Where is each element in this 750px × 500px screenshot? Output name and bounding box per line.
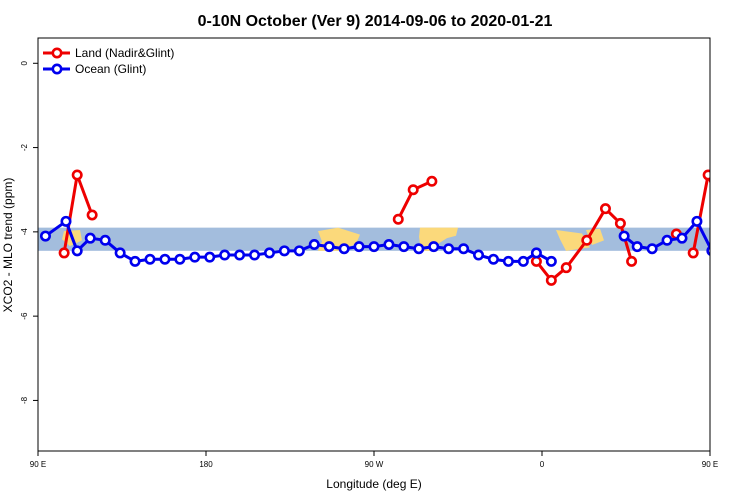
data-point <box>661 234 673 246</box>
x-tick-label: 0 <box>540 460 545 469</box>
data-point <box>39 230 51 242</box>
plot-area <box>38 38 746 451</box>
data-point <box>599 203 611 215</box>
data-point <box>530 247 542 259</box>
data-point <box>204 251 216 263</box>
data-point <box>560 262 572 274</box>
data-point <box>687 247 699 259</box>
y-tick-label: -8 <box>20 396 29 404</box>
data-point <box>293 245 305 257</box>
x-axis: 90 E 180 90 W 0 90 E <box>30 451 718 469</box>
data-point <box>502 255 514 267</box>
data-point <box>676 232 688 244</box>
data-point <box>249 249 261 261</box>
data-point <box>86 209 98 221</box>
data-point <box>144 253 156 265</box>
data-point <box>723 234 731 242</box>
legend-swatch-land-marker <box>51 47 63 59</box>
x-axis-label: Longitude (deg E) <box>326 477 421 491</box>
y-axis-label: XCO2 - MLO trend (ppm) <box>1 178 15 313</box>
data-point <box>308 239 320 251</box>
data-point <box>473 249 485 261</box>
legend-label-ocean: Ocean (Glint) <box>75 62 146 76</box>
data-point <box>189 251 201 263</box>
data-point <box>392 213 404 225</box>
data-point <box>263 247 275 259</box>
data-point <box>58 247 70 259</box>
legend-item-ocean: Ocean (Glint) <box>43 62 146 76</box>
chart-title: 0-10N October (Ver 9) 2014-09-06 to 2020… <box>198 13 553 30</box>
data-point <box>71 169 83 181</box>
data-point <box>159 253 171 265</box>
legend-label-land: Land (Nadir&Glint) <box>75 46 174 60</box>
data-point <box>545 255 557 267</box>
legend: Land (Nadir&Glint) Ocean (Glint) <box>43 46 174 76</box>
data-point <box>368 241 380 253</box>
data-point <box>626 255 638 267</box>
data-point <box>383 239 395 251</box>
data-point <box>428 241 440 253</box>
data-point <box>174 253 186 265</box>
legend-item-land: Land (Nadir&Glint) <box>43 46 174 60</box>
y-tick-label: -4 <box>20 228 29 236</box>
series-layer <box>39 169 746 286</box>
y-axis: 0 -2 -4 -6 -8 <box>20 61 38 404</box>
x-tick-label: 180 <box>199 460 213 469</box>
data-point <box>407 184 419 196</box>
legend-swatch-ocean-marker <box>51 63 63 75</box>
data-point <box>219 249 231 261</box>
land-patches <box>62 227 604 251</box>
data-point <box>631 241 643 253</box>
y-tick-label: -6 <box>20 312 29 320</box>
data-point <box>458 243 470 255</box>
data-point <box>426 175 438 187</box>
ocean-band <box>38 227 710 251</box>
data-point <box>618 230 630 242</box>
data-point <box>323 241 335 253</box>
data-point <box>234 249 246 261</box>
data-point <box>99 234 111 246</box>
data-point <box>84 232 96 244</box>
x-tick-label: 90 E <box>30 460 46 469</box>
x-tick-label: 90 E <box>702 460 718 469</box>
data-point <box>738 236 746 244</box>
data-point <box>413 243 425 255</box>
data-point <box>60 215 72 227</box>
data-point <box>545 274 557 286</box>
data-point <box>353 241 365 253</box>
data-point <box>706 245 710 256</box>
x-tick-label: 90 W <box>365 460 384 469</box>
y-tick-label: 0 <box>20 61 29 66</box>
data-point <box>702 169 710 181</box>
data-point <box>646 243 658 255</box>
data-point <box>114 247 126 259</box>
series-ocean <box>39 215 746 267</box>
data-point <box>517 255 529 267</box>
data-point <box>338 243 350 255</box>
data-point <box>129 255 141 267</box>
y-tick-label: -2 <box>20 143 29 151</box>
data-point <box>71 245 83 257</box>
data-point <box>719 211 727 219</box>
data-point <box>443 243 455 255</box>
data-point <box>487 253 499 265</box>
data-point <box>581 234 593 246</box>
data-point <box>614 217 626 229</box>
data-point <box>278 245 290 257</box>
data-point <box>691 215 703 227</box>
data-point <box>398 241 410 253</box>
